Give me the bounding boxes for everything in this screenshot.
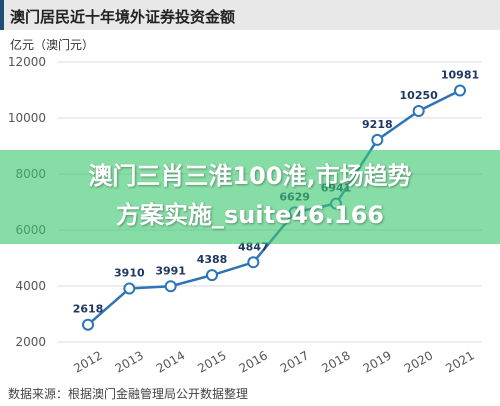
data-source-note: 数据来源：根据澳门金融管理局公开数据整理 — [8, 387, 249, 401]
overlay-banner — [0, 150, 500, 244]
y-tick-label: 10000 — [8, 111, 46, 125]
data-label: 4388 — [197, 253, 228, 266]
y-tick-label: 12000 — [8, 55, 46, 69]
data-point — [206, 269, 218, 282]
data-label: 3991 — [155, 264, 186, 277]
x-tick-label: 2019 — [361, 348, 394, 375]
data-label: 2618 — [73, 303, 104, 316]
title-accent — [0, 0, 4, 30]
y-tick-label: 4000 — [15, 279, 46, 293]
overlay-line-1: 澳门三肖三淮100淮,市场趋势 — [88, 162, 412, 190]
x-tick-label: 2018 — [319, 348, 352, 375]
data-point — [371, 133, 384, 146]
x-tick-label: 2021 — [443, 348, 476, 375]
x-tick-label: 2013 — [113, 348, 146, 375]
chart-title: 澳门居民近十年境外证券投资金额 — [10, 8, 236, 26]
data-point — [82, 318, 94, 331]
x-tick-label: 2015 — [195, 348, 228, 375]
data-label: 10250 — [400, 89, 439, 102]
data-point — [454, 84, 466, 97]
overlay-line-2: 方案实施_suite46.166 — [116, 201, 384, 229]
data-point — [247, 256, 260, 269]
x-tick-label: 2017 — [278, 348, 311, 375]
overlay-banner-text: 澳门三肖三淮100淮,市场趋势 方案实施_suite46.166 — [0, 157, 500, 235]
data-label: 9218 — [362, 118, 393, 131]
x-tick-label: 2012 — [71, 348, 104, 375]
title-bar: 澳门居民近十年境外证券投资金额 — [0, 0, 500, 30]
data-label: 3910 — [114, 267, 145, 280]
x-tick-label: 2016 — [237, 348, 270, 375]
data-label: 10981 — [441, 69, 479, 82]
data-point — [123, 282, 136, 295]
data-point — [412, 105, 425, 117]
y-tick-label: 2000 — [15, 335, 46, 349]
data-point — [164, 280, 177, 293]
y-unit-label: 亿元（澳门元） — [10, 38, 95, 52]
x-tick-label: 2020 — [402, 348, 435, 375]
x-tick-label: 2014 — [154, 348, 187, 375]
